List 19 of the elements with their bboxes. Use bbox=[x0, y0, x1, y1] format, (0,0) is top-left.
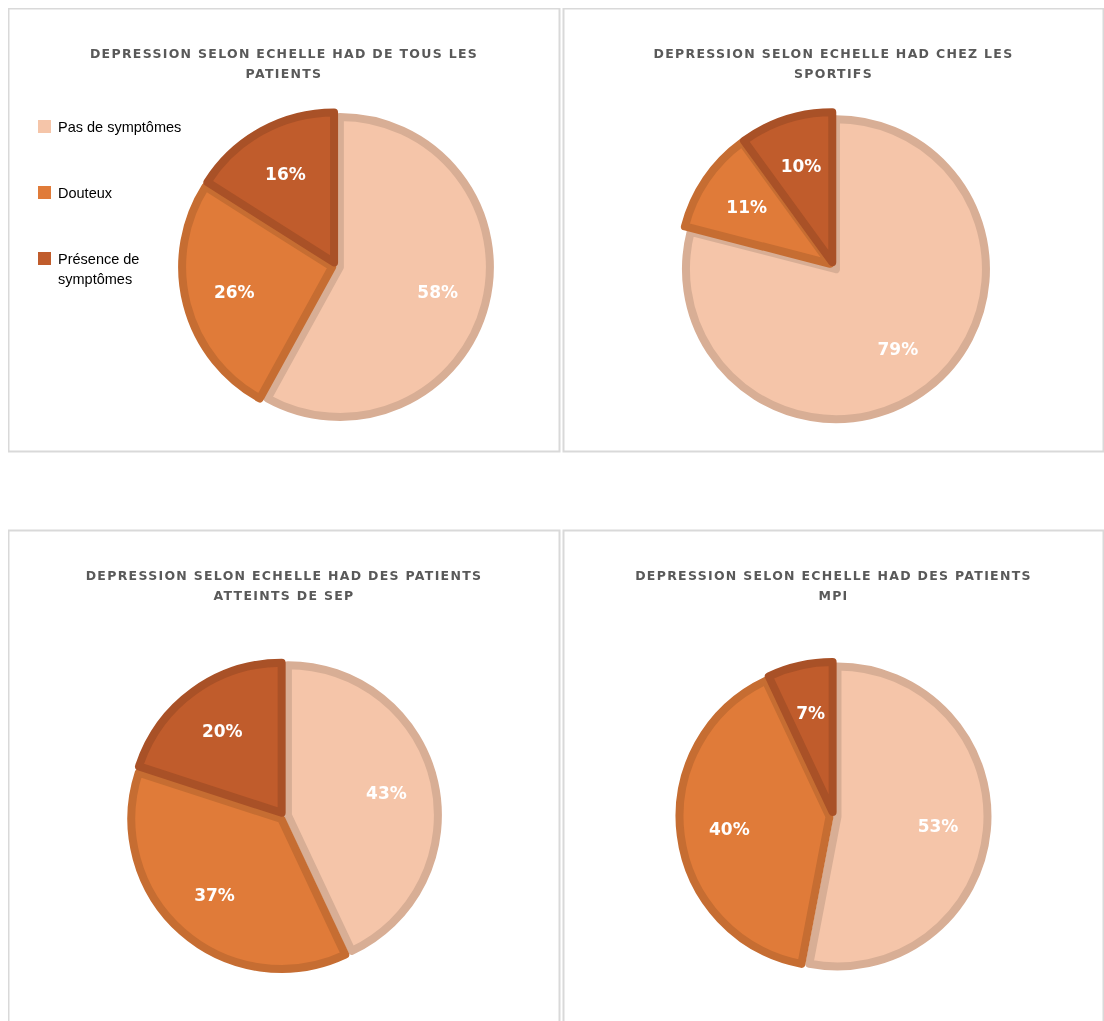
legend-label: Présence de symptômes bbox=[58, 251, 140, 287]
legend-label: Douteux bbox=[58, 185, 113, 201]
chart-title: DEPRESSION SELON ECHELLE HAD DE TOUS LES PATIENTS bbox=[89, 46, 479, 81]
data-label: 16% bbox=[265, 163, 306, 184]
data-label: 26% bbox=[213, 282, 255, 303]
data-label: 43% bbox=[366, 783, 407, 804]
data-label: 58% bbox=[417, 282, 459, 303]
chart-title: DEPRESSION SELON ECHELLE HAD DES PATIENTS ATTEINTS DE SEP bbox=[85, 568, 483, 603]
data-label: 79% bbox=[877, 338, 919, 359]
data-label: 40% bbox=[708, 819, 750, 840]
data-label: 11% bbox=[726, 196, 768, 217]
data-label: 37% bbox=[194, 884, 235, 905]
chart-title: DEPRESSION SELON ECHELLE HAD CHEZ LES SPORTIFS bbox=[653, 46, 1014, 81]
data-label: 20% bbox=[201, 721, 243, 741]
data-label: 7% bbox=[796, 703, 826, 724]
data-label: 53% bbox=[917, 815, 959, 836]
legend-label: Pas de symptômes bbox=[58, 119, 182, 135]
chart-title: DEPRESSION SELON ECHELLE HAD DES PATIENTS MPI bbox=[635, 568, 1032, 603]
data-label: 10% bbox=[780, 156, 822, 177]
